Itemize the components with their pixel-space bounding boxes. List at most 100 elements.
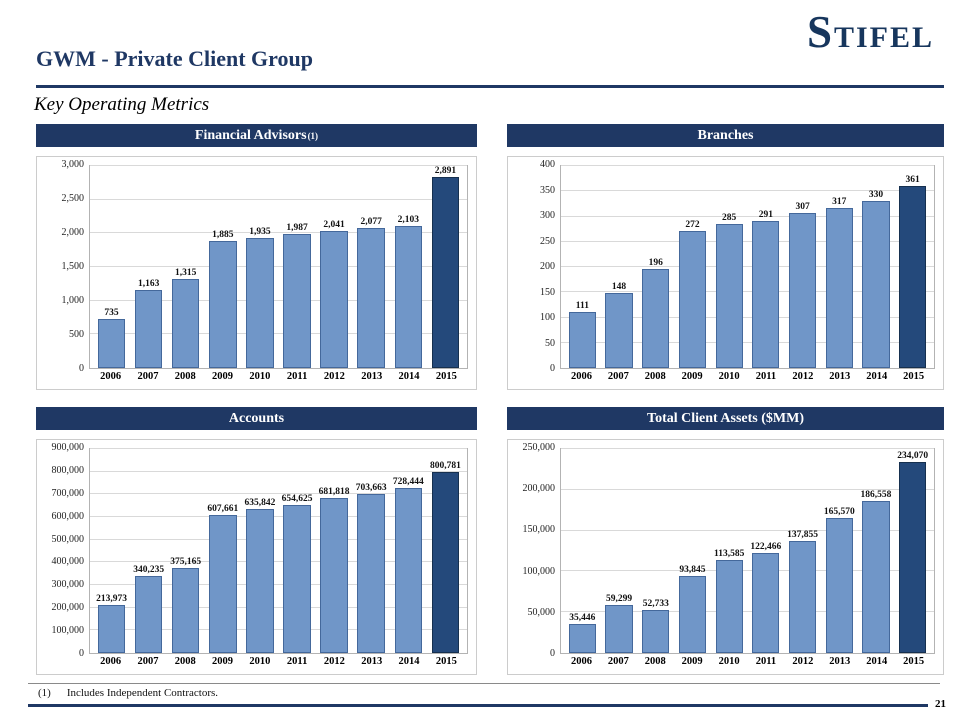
y-tick-label: 200,000 (51, 602, 85, 614)
x-tick-label: 2012 (792, 371, 814, 382)
bar-value-label: 2,077 (360, 217, 382, 228)
bar-group: 165,570 (821, 449, 858, 653)
x-tick-label: 2011 (755, 656, 777, 667)
y-tick-label: 1,000 (61, 295, 85, 307)
gridline (90, 629, 467, 631)
gridline (561, 316, 934, 318)
bar-value-label: 148 (611, 282, 627, 293)
bar-value-label: 213,973 (96, 593, 127, 604)
bar-group: 291 (748, 166, 785, 368)
bar-value-label: 52,733 (642, 598, 669, 609)
chart-title-text: Branches (697, 127, 754, 143)
y-axis-labels: 0 50,000 100,000 150,000 200,000 250,000 (512, 442, 560, 659)
y-tick-label: 250,000 (522, 442, 556, 453)
x-tick-label: 2015 (903, 656, 925, 667)
page-subtitle: Key Operating Metrics (34, 94, 210, 115)
gridline (90, 584, 467, 586)
x-axis-labels: 2006 2007 2008 2009 2010 2011 2012 2013 2014 2015 (89, 654, 468, 671)
y-tick-label: 1,500 (61, 261, 85, 272)
y-tick-label: 200,000 (522, 483, 556, 495)
y-tick-label: 50,000 (527, 606, 556, 618)
x-tick-label: 2010 (718, 371, 740, 382)
bar-group: 113,585 (711, 449, 748, 653)
bar-group: 196 (637, 166, 674, 368)
bars-container: 111 148 196 272 285 291 307 317 330 361 (561, 166, 934, 368)
gridline (90, 470, 467, 472)
gridline (561, 341, 934, 343)
gridline (90, 333, 467, 335)
x-tick-label: 2007 (137, 371, 159, 382)
y-tick-label: 150 (540, 286, 555, 298)
plot-column: 213,973 340,235 375,165 607,661 635,842 654,6… (89, 448, 468, 671)
y-tick-label: 350 (540, 184, 555, 196)
bar (209, 241, 237, 368)
y-tick-label: 400 (540, 159, 555, 170)
chart-title-branches: Branches (507, 124, 944, 147)
y-tick-label: 100 (540, 312, 555, 323)
x-tick-label: 2007 (607, 656, 629, 667)
y-tick-label: 0 (79, 648, 84, 659)
bar (825, 207, 853, 368)
gridline (561, 190, 934, 192)
chart-inner: 0 100,000 200,000 300,000 400,000 500,000 600,… (41, 442, 468, 671)
bar-group: 111 (564, 166, 601, 368)
bar-group: 234,070 (894, 449, 931, 653)
y-tick-label: 300,000 (51, 579, 85, 591)
y-tick-label: 800,000 (51, 464, 85, 476)
bar-group: 2,041 (316, 166, 353, 368)
chart-body-branches: 0 50 100 150 200 250 300 350 400 111 148 196 272 285 2… (507, 156, 944, 390)
plot-column: 111 148 196 272 285 291 307 317 330 361 2006 2007 20… (560, 165, 935, 386)
bar-value-label: 330 (868, 190, 884, 201)
y-tick-label: 500 (69, 329, 84, 341)
bar-group: 375,165 (167, 449, 204, 653)
plot-area: 213,973 340,235 375,165 607,661 635,842 654,6… (89, 448, 468, 654)
x-tick-label: 2010 (249, 371, 271, 382)
plot-column: 35,446 59,299 52,733 93,845 113,585 122,466 13… (560, 448, 935, 671)
bar (642, 609, 670, 653)
gridline (561, 488, 934, 490)
bar-value-label: 1,987 (286, 223, 308, 234)
bar-value-label: 681,818 (318, 487, 350, 498)
gridline (90, 165, 467, 166)
chart-panel-branches: Branches 0 50 100 150 200 250 300 350 400 111 148 1… (507, 124, 944, 390)
bar-group: 186,558 (858, 449, 895, 653)
bar-highlighted (431, 177, 460, 368)
bar-group: 635,842 (241, 449, 278, 653)
bar (568, 311, 596, 368)
bar-group: 52,733 (637, 449, 674, 653)
gridline (561, 611, 934, 613)
header-divider (36, 85, 944, 88)
stifel-logo: STIFEL (806, 7, 934, 57)
bar (678, 576, 707, 653)
gridline (90, 198, 467, 200)
plot-area: 735 1,163 1,315 1,885 1,935 1,987 2,041 2,077 2,… (89, 165, 468, 369)
gridline (561, 240, 934, 242)
bar-value-label: 137,855 (787, 529, 818, 540)
bar-value-label: 1,935 (249, 226, 271, 237)
bar-value-label: 728,444 (392, 476, 424, 487)
y-tick-label: 900,000 (51, 442, 85, 453)
y-tick-label: 100,000 (51, 625, 85, 637)
chart-title-footnote-marker: (1) (307, 130, 319, 141)
y-axis-labels: 0 50 100 150 200 250 300 350 400 (512, 159, 560, 374)
chart-panel-total-client-assets: Total Client Assets ($MM) 0 50,000 100,000… (507, 407, 944, 675)
gridline (90, 606, 467, 608)
bottom-divider (28, 704, 928, 707)
bar-group: 361 (894, 166, 931, 368)
plot-area: 111 148 196 272 285 291 307 317 330 361 (560, 165, 935, 369)
y-axis-labels: 0 100,000 200,000 300,000 400,000 500,000 600,… (41, 442, 89, 659)
page-title: GWM - Private Client Group (36, 46, 313, 71)
x-axis-labels: 2006 2007 2008 2009 2010 2011 2012 2013 2014 2015 (89, 369, 468, 386)
bar-group: 800,781 (427, 449, 464, 653)
y-tick-label: 600,000 (51, 510, 85, 522)
x-tick-label: 2012 (792, 656, 814, 667)
chart-title-text: Financial Advisors (194, 127, 307, 143)
x-tick-label: 2015 (435, 371, 457, 382)
x-tick-label: 2014 (398, 371, 420, 382)
x-tick-label: 2013 (829, 371, 851, 382)
y-tick-label: 2,500 (61, 193, 85, 204)
bar (605, 604, 633, 653)
footnote-divider (28, 683, 940, 684)
bars-container: 213,973 340,235 375,165 607,661 635,842 654,6… (90, 449, 467, 653)
